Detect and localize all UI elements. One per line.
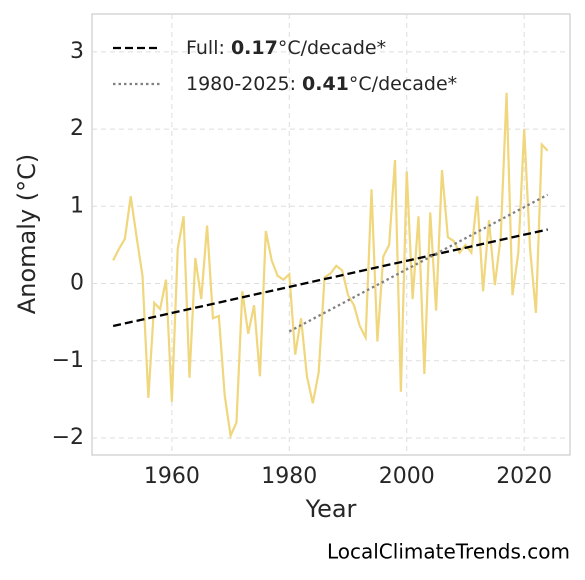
x-tick-label: 1960 (144, 464, 200, 489)
legend-label-part: 0.41 (302, 73, 349, 95)
legend-label-part: 1980-2025: (186, 73, 302, 95)
y-tick-label: 1 (70, 193, 84, 218)
y-tick-label: 2 (70, 116, 84, 141)
legend-label: 1980-2025: 0.41°C/decade* (186, 73, 457, 95)
y-tick-label: −2 (52, 425, 84, 450)
x-tick-label: 1980 (261, 464, 317, 489)
trend-line (112, 228, 548, 328)
y-tick-label: 0 (70, 271, 84, 296)
y-tick-label: 3 (70, 39, 84, 64)
legend-label: Full: 0.17°C/decade* (186, 37, 386, 59)
legend-label-part: 0.17 (231, 37, 278, 59)
trend-line (288, 193, 549, 333)
x-axis-label: Year (305, 495, 357, 523)
legend-label-part: °C/decade* (349, 73, 457, 95)
y-tick-label: −1 (52, 348, 84, 373)
legend-label-part: Full: (186, 37, 231, 59)
data-line (112, 92, 549, 440)
x-tick-label: 2020 (496, 464, 552, 489)
y-axis-label: Anomaly (°C) (13, 154, 41, 314)
grid (92, 14, 570, 455)
legend-label-part: °C/decade* (278, 37, 386, 59)
footer: LocalClimateTrends.com (327, 540, 570, 564)
x-tick-label: 2000 (379, 464, 435, 489)
